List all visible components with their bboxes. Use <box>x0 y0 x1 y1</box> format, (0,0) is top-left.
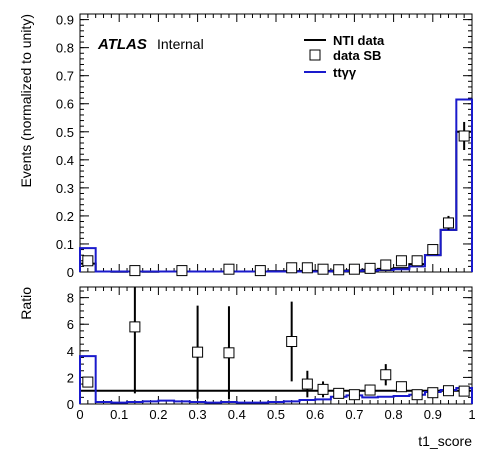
ratio-marker <box>349 390 359 400</box>
data-sb-marker <box>396 256 406 266</box>
top-y-tick-label: 0.5 <box>56 125 74 140</box>
ratio-panel-frame <box>80 287 472 404</box>
ratio-marker <box>193 347 203 357</box>
data-sb-marker <box>349 264 359 274</box>
legend-ttyy-label: ttγγ <box>333 65 357 80</box>
data-sb-marker <box>287 263 297 273</box>
x-tick-label: 0.1 <box>110 407 128 422</box>
ttyy-histogram <box>80 100 472 272</box>
data-sb-marker <box>334 265 344 275</box>
data-sb-marker <box>302 263 312 273</box>
atlas-label: ATLAS <box>97 36 147 53</box>
nti-data-histogram <box>80 132 472 272</box>
top-y-tick-label: 0.9 <box>56 13 74 28</box>
legend-sb-marker <box>310 50 320 60</box>
ratio-panel <box>80 287 472 404</box>
ratio-marker <box>334 388 344 398</box>
data-sb-marker <box>365 263 375 273</box>
ratio-marker <box>83 377 93 387</box>
top-y-tick-label: 0.4 <box>56 153 74 168</box>
ratio-y-axis-title: Ratio <box>18 287 34 320</box>
x-tick-label: 0.9 <box>424 407 442 422</box>
ratio-y-tick-label: 8 <box>67 291 74 306</box>
data-sb-marker <box>318 264 328 274</box>
internal-label: Internal <box>157 36 204 52</box>
data-sb-marker <box>83 256 93 266</box>
ratio-y-tick-label: 4 <box>67 344 74 359</box>
legend-sb-label: data SB <box>333 48 381 63</box>
x-tick-label: 0.6 <box>306 407 324 422</box>
ratio-marker <box>365 385 375 395</box>
top-y-tick-label: 0.7 <box>56 69 74 84</box>
ratio-marker <box>302 379 312 389</box>
legend: NTI data data SB ttγγ <box>304 33 385 80</box>
ratio-y-tick-label: 2 <box>67 370 74 385</box>
top-y-tick-label: 0.6 <box>56 97 74 112</box>
data-sb-marker <box>428 245 438 255</box>
ratio-marker <box>224 348 234 358</box>
data-sb-marker <box>177 266 187 276</box>
x-tick-label: 0.8 <box>385 407 403 422</box>
top-y-tick-label: 0.1 <box>56 237 74 252</box>
top-y-tick-label: 0.2 <box>56 209 74 224</box>
data-sb-marker <box>459 131 469 141</box>
ratio-marker <box>130 322 140 332</box>
x-tick-label: 0 <box>76 407 83 422</box>
ratio-y-tick-label: 6 <box>67 317 74 332</box>
ratio-marker <box>318 384 328 394</box>
x-tick-label: 1 <box>468 407 475 422</box>
ratio-marker <box>459 386 469 396</box>
x-axis: 0 0.1 0.2 0.3 0.4 0.5 0.6 0.7 0.8 0.9 1 <box>76 14 475 422</box>
ratio-marker <box>381 370 391 380</box>
ratio-marker <box>443 386 453 396</box>
ratio-marker <box>412 390 422 400</box>
data-sb-marker <box>130 266 140 276</box>
data-sb-marker <box>381 260 391 270</box>
ratio-marker <box>396 382 406 392</box>
ratio-y-tick-label: 0 <box>67 397 74 412</box>
x-tick-label: 0.5 <box>267 407 285 422</box>
ratio-marker <box>428 388 438 398</box>
top-y-axis-title: Events (normalized to unity) <box>18 14 34 188</box>
top-y-tick-label: 0 <box>67 265 74 280</box>
data-sb-marker <box>412 256 422 266</box>
data-sb-marker <box>255 266 265 276</box>
x-axis-title: t1_score <box>418 433 472 449</box>
ratio-marker <box>287 337 297 347</box>
x-tick-label: 0.7 <box>345 407 363 422</box>
x-tick-label: 0.4 <box>228 407 246 422</box>
legend-nti-label: NTI data <box>333 33 385 48</box>
top-y-tick-label: 0.3 <box>56 181 74 196</box>
x-tick-label: 0.2 <box>149 407 167 422</box>
data-sb-marker <box>224 264 234 274</box>
top-panel-series <box>80 100 472 276</box>
data-sb-marker <box>443 218 453 228</box>
x-tick-label: 0.3 <box>189 407 207 422</box>
ratio-panel-series <box>80 287 472 404</box>
top-y-tick-label: 0.8 <box>56 41 74 56</box>
